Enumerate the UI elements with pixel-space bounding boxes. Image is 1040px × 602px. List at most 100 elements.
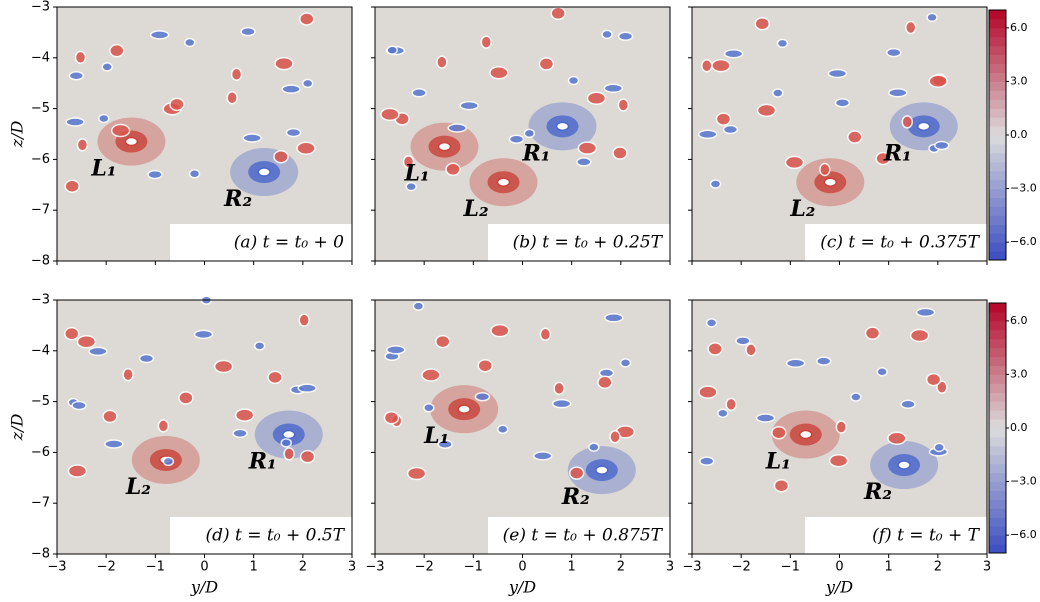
debris-blob xyxy=(550,6,566,21)
y-tick-label: −6 xyxy=(31,152,50,167)
debris-blob xyxy=(773,478,790,493)
x-tick-label: 1 xyxy=(568,560,576,575)
colorbar-band xyxy=(989,215,1006,225)
colorbar-band xyxy=(989,63,1006,73)
colorbar-tick-label: −3.0 xyxy=(1010,182,1037,195)
debris-blob xyxy=(169,97,185,112)
debris-blob xyxy=(406,466,427,481)
debris-blob xyxy=(905,20,917,35)
colorbar-band xyxy=(989,45,1006,56)
y-axis-label: z/D xyxy=(8,121,27,149)
vortex-center xyxy=(823,177,838,187)
x-tick-label: −3 xyxy=(47,560,66,575)
debris-blob xyxy=(436,55,448,69)
vortex-center xyxy=(437,141,452,152)
panel-title: (b) t = t₀ + 0.25T xyxy=(513,233,664,253)
debris-blob xyxy=(828,453,849,468)
vortex-center xyxy=(457,404,471,414)
colorbar-band xyxy=(989,526,1006,536)
debris-blob xyxy=(784,155,805,170)
x-tick-label: 3 xyxy=(666,560,674,575)
debris-blob xyxy=(435,334,451,349)
debris-blob xyxy=(925,372,942,387)
y-axis-label: z/D xyxy=(8,414,27,442)
debris-blob xyxy=(281,84,301,94)
x-tick-label: 1 xyxy=(885,560,893,575)
vortex-label: R₁ xyxy=(248,449,277,475)
debris-blob xyxy=(402,155,415,169)
debris-blob xyxy=(301,78,314,89)
x-tick-label: −1 xyxy=(464,560,483,575)
debris-blob xyxy=(178,391,194,405)
plot-frame-top xyxy=(56,299,353,555)
colorbar-band xyxy=(989,90,1006,100)
colorbar-band xyxy=(989,329,1006,340)
debris-blob xyxy=(612,146,628,160)
debris-blob xyxy=(496,424,509,435)
debris-blob xyxy=(551,398,572,409)
colorbar-band xyxy=(989,508,1006,518)
vortex-label: R₂ xyxy=(223,186,252,212)
debris-blob xyxy=(67,464,88,478)
y-tick-label: −7 xyxy=(31,203,50,218)
debris-blob xyxy=(64,326,80,341)
debris-blob xyxy=(735,336,751,346)
debris-blob xyxy=(157,419,170,433)
plot-background xyxy=(57,7,352,261)
debris-blob xyxy=(273,149,289,164)
debris-blob xyxy=(876,367,888,377)
vortex-center xyxy=(799,429,813,440)
title-box xyxy=(170,517,352,554)
debris-blob xyxy=(711,58,731,73)
debris-blob xyxy=(576,157,592,167)
debris-blob xyxy=(834,98,851,108)
y-tick-label: −8 xyxy=(31,547,50,562)
debris-blob xyxy=(698,385,718,399)
debris-blob xyxy=(162,456,175,467)
colorbar-band xyxy=(989,81,1006,91)
x-tick-label: −2 xyxy=(732,560,751,575)
panel-title: (d) t = t₀ + 0.5T xyxy=(205,526,345,546)
debris-blob xyxy=(715,112,732,126)
colorbar-band xyxy=(989,463,1006,474)
debris-blob xyxy=(226,90,238,105)
debris-blob xyxy=(110,123,131,138)
y-tick-label: −6 xyxy=(31,445,50,460)
panel-title: (c) t = t₀ + 0.375T xyxy=(820,233,980,253)
colorbar-band xyxy=(989,117,1006,127)
debris-blob xyxy=(298,313,310,327)
debris-blob xyxy=(705,318,718,328)
debris-blob xyxy=(76,334,97,349)
debris-blob xyxy=(850,392,862,402)
vortex-label: L₁ xyxy=(765,449,791,475)
x-tick-label: 0 xyxy=(835,560,843,575)
colorbar-band xyxy=(989,233,1006,243)
colorbar-band xyxy=(989,428,1006,438)
colorbar-tick-label: 0.0 xyxy=(1010,128,1028,141)
debris-blob xyxy=(707,342,723,356)
panel-title: (f) t = t₀ + T xyxy=(872,526,981,546)
colorbar-band xyxy=(989,499,1006,509)
debris-blob xyxy=(297,383,317,393)
x-tick-label: −3 xyxy=(365,560,384,575)
colorbar-band xyxy=(989,419,1006,429)
debris-blob xyxy=(64,179,80,193)
colorbar-band xyxy=(989,303,1006,313)
debris-blob xyxy=(604,313,624,323)
debris-blob xyxy=(619,358,632,368)
colorbar-band xyxy=(989,338,1006,349)
debris-blob xyxy=(138,353,155,364)
vortex-label: R₂ xyxy=(863,479,892,505)
debris-blob xyxy=(936,380,948,394)
panel-title: (e) t = t₀ + 0.875T xyxy=(503,526,664,546)
colorbar-band xyxy=(989,36,1006,47)
debris-blob xyxy=(847,130,863,144)
debris-blob xyxy=(835,420,848,434)
debris-blob xyxy=(380,107,400,122)
debris-blob xyxy=(617,98,630,112)
debris-blob xyxy=(445,162,461,177)
debris-blob xyxy=(193,329,214,340)
debris-blob xyxy=(412,301,425,311)
debris-blob xyxy=(697,129,718,140)
debris-blob xyxy=(864,326,881,340)
